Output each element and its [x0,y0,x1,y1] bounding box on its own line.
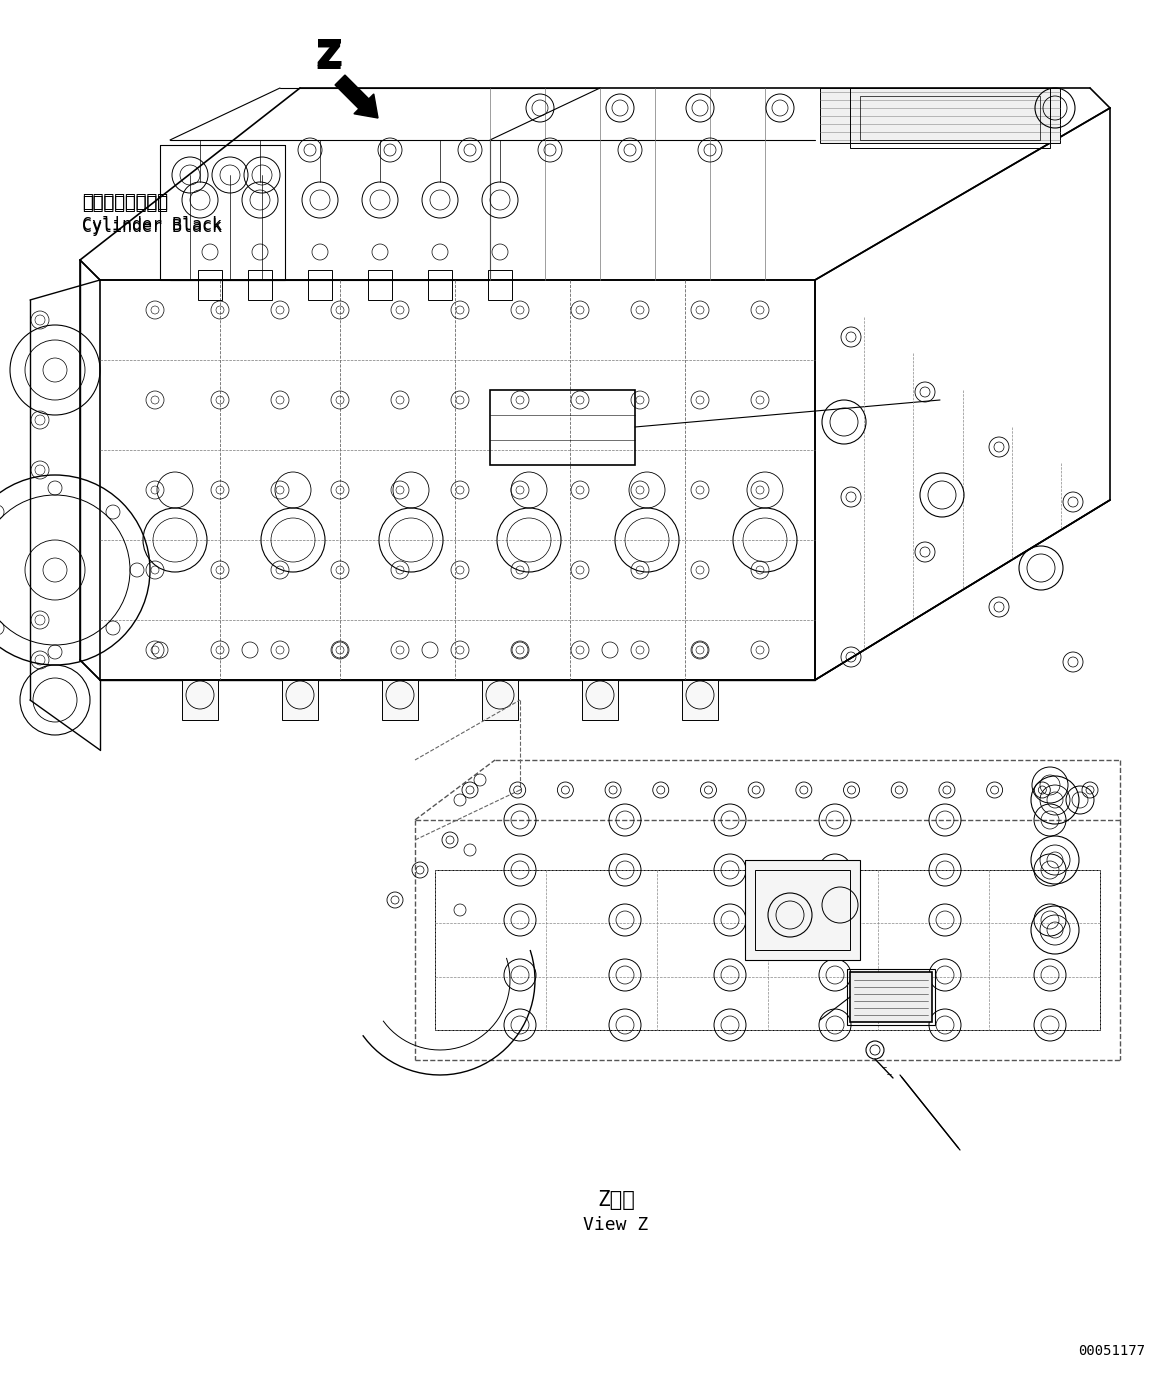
Bar [248,270,272,300]
Bar [847,969,935,1025]
Bar [682,680,718,721]
Text: Cylinder Black: Cylinder Black [83,216,222,234]
FancyArrow shape [335,75,378,118]
Text: View Z: View Z [584,1216,649,1234]
Text: Z　視: Z 視 [597,1189,635,1210]
Bar [850,972,932,1022]
Bar [490,390,635,465]
Bar [820,89,1059,142]
Bar [481,680,518,721]
Bar [181,680,217,721]
Bar [488,270,512,300]
Bar [859,95,1040,140]
Text: 00051177: 00051177 [1078,1344,1146,1358]
Text: Z: Z [315,37,342,75]
Text: シリンダブロック: シリンダブロック [83,194,167,212]
Bar [198,270,222,300]
Bar [582,680,618,721]
Bar [428,270,452,300]
Bar [281,680,317,721]
Bar [308,270,331,300]
Bar [755,870,850,950]
Bar [745,860,859,960]
Text: シリンダブロック: シリンダブロック [83,195,167,213]
Text: Z: Z [315,41,341,76]
Bar [850,89,1050,148]
Bar [381,680,418,721]
Bar [368,270,392,300]
Text: Cylinder Black: Cylinder Black [83,219,222,236]
